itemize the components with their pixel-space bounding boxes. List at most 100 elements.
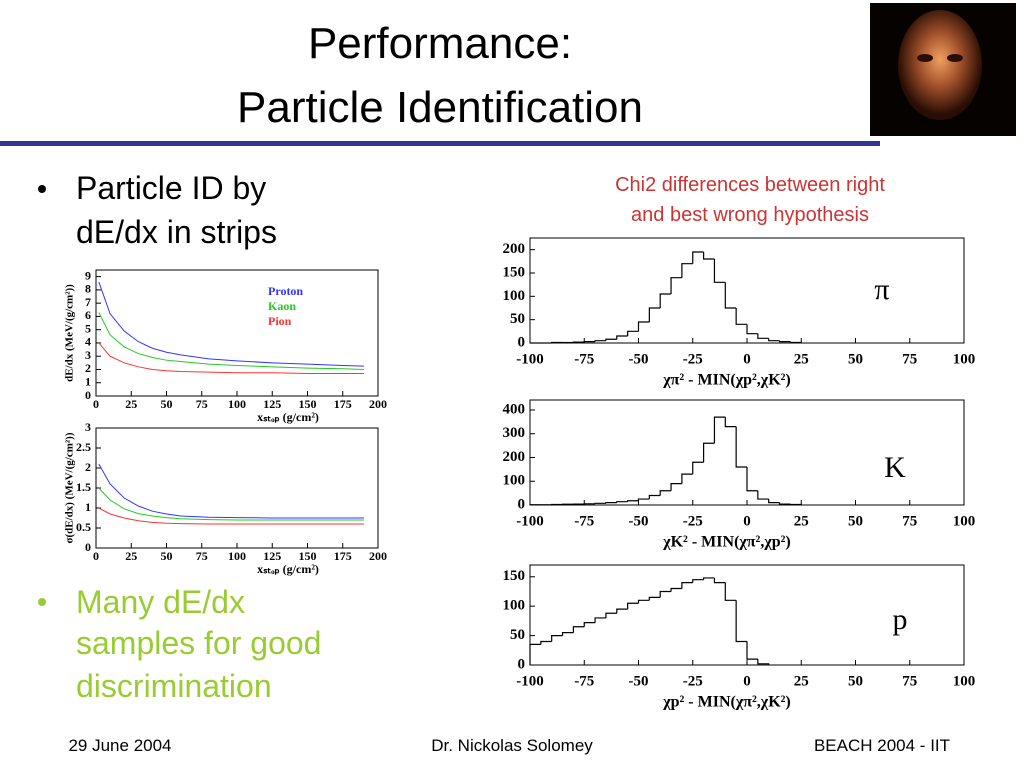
x-tick-label: 0 <box>743 351 751 367</box>
y-tick-label: 100 <box>503 288 526 304</box>
y-tick-label: 200 <box>503 241 526 257</box>
histogram-bin <box>746 324 758 335</box>
title-rule <box>0 141 880 146</box>
histogram-bin <box>637 498 650 501</box>
y-tick-label: 9 <box>85 268 91 282</box>
histogram-bin <box>648 307 661 322</box>
x-tick-label: 100 <box>228 397 246 411</box>
histogram-bin <box>594 340 606 342</box>
bullet-dot <box>38 598 46 606</box>
histogram-bin <box>659 490 672 496</box>
x-tick-label: -25 <box>683 351 703 367</box>
histogram-bin <box>724 417 737 428</box>
line-series <box>98 281 364 367</box>
x-tick-label: 0 <box>93 397 99 411</box>
histogram-bin <box>735 308 747 325</box>
x-tick-label: -100 <box>516 351 544 367</box>
histogram-bin <box>648 596 661 601</box>
x-tick-label: 100 <box>953 351 976 367</box>
histogram-bin <box>529 643 541 665</box>
histogram-bin <box>768 499 780 504</box>
histogram-bin <box>724 582 737 601</box>
y-tick-label: 7 <box>85 295 91 309</box>
y-tick-label: 5 <box>85 321 91 335</box>
histogram-bin <box>789 341 802 344</box>
bullet-text: dE/dx in strips <box>76 214 277 250</box>
x-tick-label: 175 <box>334 397 352 411</box>
bullet-dot <box>38 185 46 193</box>
histogram-bin <box>703 577 715 580</box>
x-tick-label: 200 <box>369 549 387 563</box>
x-tick-label: -75 <box>574 351 594 367</box>
y-tick-label: 4 <box>85 335 91 349</box>
y-tick-label: 3 <box>85 348 91 362</box>
histogram-bin <box>616 608 628 614</box>
plot-frame <box>95 427 379 549</box>
y-tick-label: 0 <box>518 496 526 512</box>
x-tick-label: 200 <box>369 397 387 411</box>
y-tick-label: 6 <box>85 308 91 322</box>
histogram-bin <box>583 622 596 627</box>
x-tick-label: 0 <box>743 673 751 689</box>
x-tick-label: 100 <box>953 673 976 689</box>
histogram-bin <box>746 641 758 660</box>
x-tick-label: 25 <box>794 673 809 689</box>
histogram-bin <box>703 252 715 260</box>
bullet-text: Particle ID by <box>76 170 266 206</box>
histogram-bin <box>594 617 606 623</box>
histogram-bin <box>637 599 650 604</box>
histogram-bin <box>757 659 770 665</box>
x-tick-label: 125 <box>263 549 281 563</box>
y-tick-label: 2.5 <box>76 440 91 454</box>
line-series <box>98 342 364 374</box>
y-tick-label: 50 <box>510 627 525 643</box>
bullet-text: samples for good <box>76 625 321 661</box>
line-series <box>98 487 364 521</box>
histogram-bin <box>681 473 693 484</box>
y-tick-label: 0 <box>518 656 526 672</box>
histogram-bin <box>713 577 726 584</box>
x-tick-label: 0 <box>743 513 751 529</box>
bullet-text: Many dE/dx <box>76 584 245 620</box>
footer-text: BEACH 2004 - IIT <box>814 736 950 755</box>
y-tick-label: 2 <box>85 361 91 375</box>
y-tick-label: 1 <box>85 500 91 514</box>
y-tick-label: 1 <box>85 374 91 388</box>
y-tick-label: 150 <box>503 568 526 584</box>
plot-frame <box>95 269 379 397</box>
y-tick-label: 100 <box>503 598 526 614</box>
y-tick-label: 8 <box>85 282 91 296</box>
legend-entry: Pion <box>268 314 292 328</box>
histogram-bin <box>692 579 704 583</box>
y-tick-label: 0 <box>85 540 91 554</box>
x-tick-label: -75 <box>574 513 594 529</box>
y-tick-label: 1.5 <box>76 480 91 494</box>
histogram-bin <box>616 335 628 340</box>
title-line: Performance: <box>308 19 572 68</box>
histogram-bin <box>637 321 650 332</box>
title-line: Particle Identification <box>237 83 643 132</box>
histogram-bin <box>670 587 682 592</box>
x-tick-label: -100 <box>516 513 544 529</box>
footer-text: 29 June 2004 <box>68 736 171 755</box>
histogram-bin <box>627 330 639 336</box>
x-tick-label: 75 <box>196 397 208 411</box>
histogram-bin <box>735 426 747 468</box>
histogram-bin <box>670 277 682 294</box>
histogram-bin <box>561 632 574 636</box>
x-axis-label: χπ² - MIN(χp²,χK²) <box>662 372 791 389</box>
histogram-bin <box>768 338 780 342</box>
histogram-bin <box>551 634 563 642</box>
y-tick-label: 200 <box>503 449 526 465</box>
histogram-bin <box>713 259 726 283</box>
histogram-bin <box>605 612 617 618</box>
portrait <box>870 3 1016 136</box>
y-tick-label: 50 <box>510 311 525 327</box>
x-tick-label: 75 <box>902 673 917 689</box>
histogram-bin <box>757 490 769 500</box>
x-tick-label: 175 <box>334 549 352 563</box>
y-tick-label: 100 <box>503 473 526 489</box>
histogram-bin <box>627 602 639 610</box>
